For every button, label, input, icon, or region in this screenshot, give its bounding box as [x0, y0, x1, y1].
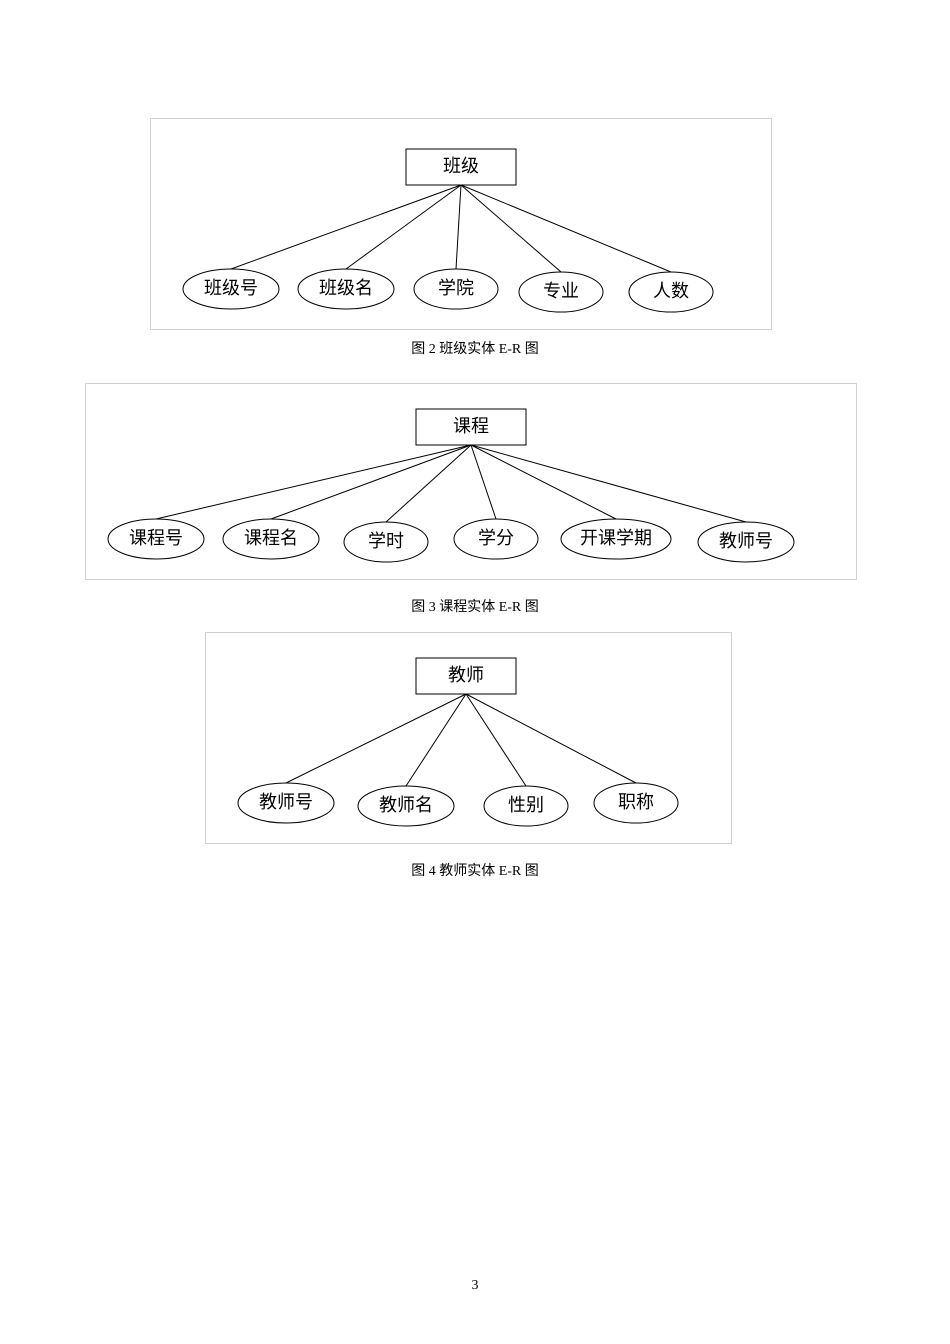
- page: 班级班级号 班级名 学院 专业 人数 图 2 班级实体 E-R 图 课程课程号 课程名 学时…: [0, 0, 950, 1344]
- edge: [271, 445, 471, 519]
- attribute-label: 学院: [438, 278, 474, 298]
- edge: [466, 694, 636, 783]
- attribute-label: 教师号: [719, 531, 773, 551]
- edge: [466, 694, 526, 786]
- attribute-label: 教师号: [259, 792, 313, 812]
- attribute-label: 班级号: [204, 278, 258, 298]
- edge: [471, 445, 746, 522]
- diagram-1-box: 班级班级号 班级名 学院 专业 人数: [150, 118, 772, 330]
- entity-label: 教师: [448, 665, 484, 685]
- attribute-label: 人数: [653, 281, 689, 301]
- edge: [461, 185, 671, 272]
- caption-1: 图 2 班级实体 E-R 图: [0, 338, 950, 358]
- caption-3: 图 4 教师实体 E-R 图: [0, 860, 950, 880]
- attribute-label: 学时: [368, 531, 404, 551]
- attribute-label: 班级名: [319, 278, 373, 298]
- edge: [461, 185, 561, 272]
- attribute-label: 教师名: [379, 795, 433, 815]
- edge: [156, 445, 471, 519]
- diagram-3-box: 教师教师号 教师名 性别 职称: [205, 632, 732, 844]
- er-diagram-teacher: 教师教师号 教师名 性别 职称: [206, 633, 731, 843]
- edge: [231, 185, 461, 269]
- attribute-label: 学分: [478, 528, 514, 548]
- edge: [286, 694, 466, 783]
- edge: [346, 185, 461, 269]
- attribute-label: 职称: [618, 792, 654, 812]
- edge: [456, 185, 461, 269]
- diagram-2-box: 课程课程号 课程名 学时 学分 开课学期 教师号: [85, 383, 857, 580]
- attribute-label: 专业: [543, 281, 579, 301]
- caption-2: 图 3 课程实体 E-R 图: [0, 596, 950, 616]
- attribute-label: 课程号: [129, 528, 183, 548]
- attribute-label: 课程名: [244, 528, 298, 548]
- page-number: 3: [0, 1278, 950, 1294]
- er-diagram-class: 班级班级号 班级名 学院 专业 人数: [151, 119, 771, 329]
- edge: [406, 694, 466, 786]
- entity-label: 课程: [453, 416, 489, 436]
- er-diagram-course: 课程课程号 课程名 学时 学分 开课学期 教师号: [86, 384, 856, 579]
- entity-label: 班级: [443, 156, 479, 176]
- attribute-label: 性别: [508, 795, 544, 815]
- edge: [386, 445, 471, 522]
- attribute-label: 开课学期: [580, 528, 652, 548]
